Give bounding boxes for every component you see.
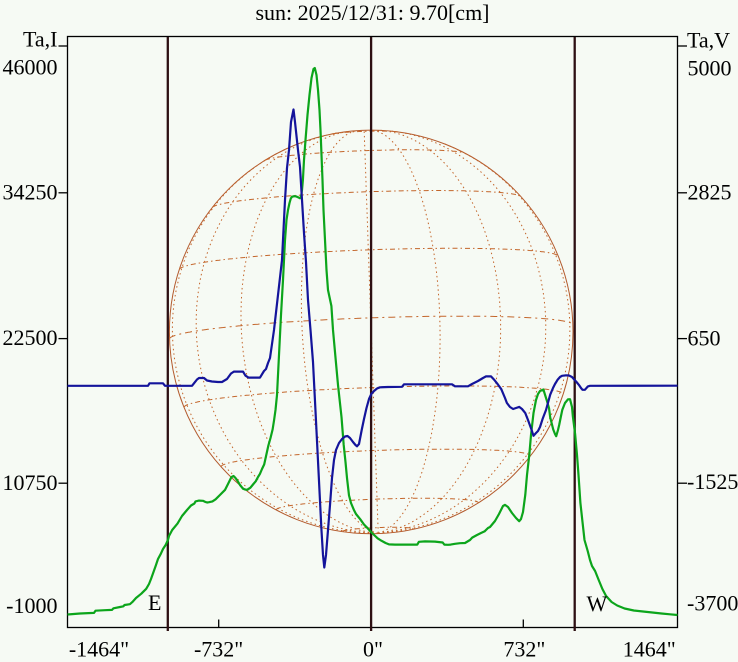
svg-text:-732": -732" — [194, 637, 243, 662]
svg-text:0": 0" — [363, 637, 383, 662]
svg-text:-1000: -1000 — [6, 593, 57, 618]
svg-text:10750: 10750 — [3, 470, 58, 495]
svg-text:-1464": -1464" — [69, 637, 129, 662]
svg-text:732": 732" — [503, 637, 545, 662]
svg-text:sun: 2025/12/31: 9.70[cm]: sun: 2025/12/31: 9.70[cm] — [255, 0, 489, 25]
svg-text:W: W — [587, 591, 608, 616]
svg-text:34250: 34250 — [3, 180, 58, 205]
svg-text:Ta,V: Ta,V — [687, 27, 730, 52]
svg-text:22500: 22500 — [3, 325, 58, 350]
svg-text:-1525: -1525 — [687, 469, 738, 494]
svg-text:-3700: -3700 — [687, 591, 738, 616]
svg-text:2825: 2825 — [688, 180, 732, 205]
svg-text:1464": 1464" — [623, 637, 676, 662]
svg-text:E: E — [148, 590, 161, 615]
svg-text:46000: 46000 — [3, 55, 58, 80]
svg-text:5000: 5000 — [688, 55, 732, 80]
svg-text:650: 650 — [688, 326, 721, 351]
svg-text:Ta,I: Ta,I — [23, 27, 58, 52]
